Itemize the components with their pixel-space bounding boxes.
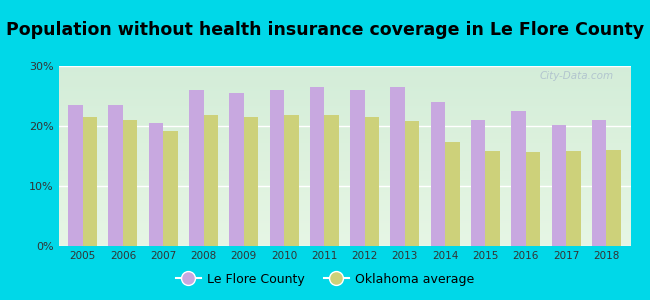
Bar	[68, 105, 83, 246]
Bar	[431, 102, 445, 246]
Bar	[109, 105, 123, 246]
Bar	[405, 121, 419, 246]
Bar	[83, 117, 97, 246]
Bar	[445, 142, 460, 246]
Bar	[189, 90, 203, 246]
Bar	[350, 90, 365, 246]
Bar	[552, 125, 566, 246]
Bar	[566, 151, 580, 246]
Bar	[229, 93, 244, 246]
Legend: Le Flore County, Oklahoma average: Le Flore County, Oklahoma average	[171, 268, 479, 291]
Bar	[123, 120, 137, 246]
Bar	[149, 123, 163, 246]
Bar	[512, 111, 526, 246]
Bar	[284, 115, 298, 246]
Text: Population without health insurance coverage in Le Flore County: Population without health insurance cove…	[6, 21, 644, 39]
Bar	[244, 117, 258, 246]
Bar	[391, 87, 405, 246]
Bar	[365, 117, 379, 246]
Bar	[324, 115, 339, 246]
Bar	[592, 120, 606, 246]
Text: City-Data.com: City-Data.com	[540, 71, 614, 81]
Bar	[471, 120, 486, 246]
Bar	[310, 87, 324, 246]
Bar	[163, 131, 177, 246]
Bar	[203, 115, 218, 246]
Bar	[270, 90, 284, 246]
Bar	[606, 150, 621, 246]
Bar	[486, 151, 500, 246]
Bar	[526, 152, 540, 246]
